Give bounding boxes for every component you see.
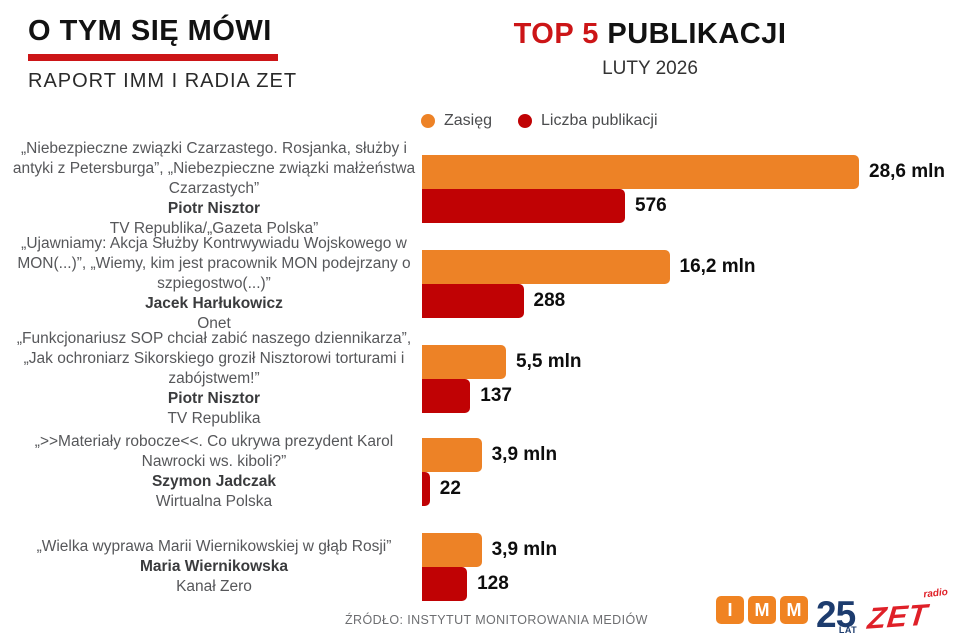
entry-author: Piotr Nisztor	[167, 390, 261, 407]
reach-dot-icon	[421, 114, 435, 128]
chart-title-accent: TOP 5	[513, 18, 599, 50]
reach-bar	[422, 345, 506, 379]
reach-bar	[422, 250, 670, 284]
entry-bars-3: 5,5 mln 137	[420, 345, 954, 413]
zet-name: ZET	[865, 598, 930, 636]
reach-bar-line: 3,9 mln	[422, 437, 954, 472]
entry-author: Jacek Harłukowicz	[145, 295, 283, 312]
publication-row-2: „Ujawniamy: Akcja Służby Kontrwywiadu Wo…	[8, 234, 954, 332]
source-note: ŹRÓDŁO: INSTYTUT MONITOROWANIA MEDIÓW	[345, 613, 648, 627]
count-bar-line: 137	[422, 379, 954, 413]
entry-title: „Ujawniamy: Akcja Służby Kontrwywiadu Wo…	[17, 235, 411, 292]
entry-bars-5: 3,9 mln 128	[420, 532, 954, 601]
entry-outlet: Wirtualna Polska	[155, 492, 273, 510]
entry-bars-1: 28,6 mln 576	[420, 155, 954, 223]
entry-title: „Wielka wyprawa Marii Wiernikowskiej w g…	[36, 537, 392, 555]
brand-block: O TYM SIĘ MÓWI RAPORT IMM I RADIA ZET	[28, 15, 328, 93]
count-value: 576	[635, 195, 667, 216]
count-value: 128	[477, 572, 509, 594]
imm-25-number: 25	[816, 594, 856, 635]
entry-outlet: Kanał Zero	[176, 577, 252, 595]
count-bar	[422, 471, 430, 506]
reach-bar-line: 16,2 mln	[422, 250, 954, 284]
imm-lat-label: LAT	[838, 625, 858, 635]
reach-value: 3,9 mln	[491, 443, 558, 465]
entry-author: Piotr Nisztor	[167, 200, 261, 217]
count-bar	[422, 189, 625, 223]
reach-value: 16,2 mln	[679, 256, 756, 277]
entry-text-1: „Niebezpieczne związki Czarzastego. Rosj…	[8, 139, 420, 239]
reach-value: 5,5 mln	[516, 351, 582, 372]
brand-subtitle: RAPORT IMM I RADIA ZET	[28, 69, 298, 92]
imm-letter-m2: M	[780, 596, 808, 624]
chart-header: TOP 5 PUBLIKACJI LUTY 2026	[440, 18, 860, 80]
reach-bar	[422, 532, 482, 567]
entry-text-2: „Ujawniamy: Akcja Służby Kontrwywiadu Wo…	[8, 234, 420, 334]
entry-bars-2: 16,2 mln 288	[420, 250, 954, 318]
count-bar-line: 576	[422, 189, 954, 223]
entry-title: „Funkcjonariusz SOP chciał zabić naszego…	[16, 330, 412, 387]
imm-25-lat: 25 LAT	[816, 594, 858, 635]
entry-text-4: „>>Materiały robocze<<. Co ukrywa prezyd…	[8, 432, 420, 512]
reach-bar-line: 5,5 mln	[422, 345, 954, 379]
legend-count-label: Liczba publikacji	[541, 112, 658, 129]
entry-author: Maria Wiernikowska	[139, 557, 289, 575]
imm-letter-m1: M	[748, 596, 776, 624]
entry-outlet: TV Republika/„Gazeta Polska”	[109, 220, 319, 237]
reach-bar-line: 28,6 mln	[422, 155, 954, 189]
entry-title: „>>Materiały robocze<<. Co ukrywa prezyd…	[34, 432, 394, 470]
chart-legend: Zasięg Liczba publikacji	[421, 112, 658, 130]
chart-title: TOP 5 PUBLIKACJI	[440, 18, 860, 51]
count-bar	[422, 284, 524, 318]
count-bar	[422, 566, 468, 601]
legend-item-reach: Zasięg	[421, 112, 492, 130]
chart-subtitle: LUTY 2026	[602, 58, 698, 79]
count-bar-line: 288	[422, 284, 954, 318]
entry-text-3: „Funkcjonariusz SOP chciał zabić naszego…	[8, 329, 420, 429]
legend-reach-label: Zasięg	[444, 112, 493, 129]
brand-title: O TYM SIĘ MÓWI	[28, 15, 272, 47]
entry-text-5: „Wielka wyprawa Marii Wiernikowskiej w g…	[8, 537, 420, 597]
count-bar-line: 128	[422, 566, 954, 601]
count-value: 288	[533, 290, 566, 311]
publication-row-5: „Wielka wyprawa Marii Wiernikowskiej w g…	[8, 519, 954, 614]
entry-author: Szymon Jadczak	[151, 472, 277, 490]
count-bar	[422, 379, 471, 413]
publication-row-4: „>>Materiały robocze<<. Co ukrywa prezyd…	[8, 424, 954, 519]
count-bar-line: 22	[422, 471, 954, 506]
chart-title-rest: PUBLIKACJI	[598, 18, 787, 50]
reach-value: 28,6 mln	[869, 161, 946, 182]
imm-25-lat-logo: I M M 25 LAT	[716, 594, 858, 635]
entry-bars-4: 3,9 mln 22	[420, 437, 954, 506]
radio-zet-logo: radio ZET	[865, 587, 948, 636]
entry-outlet: TV Republika	[167, 410, 261, 427]
count-value: 22	[439, 477, 461, 499]
publication-row-3: „Funkcjonariusz SOP chciał zabić naszego…	[8, 329, 954, 427]
chart-rows: „Niebezpieczne związki Czarzastego. Rosj…	[8, 139, 954, 614]
count-dot-icon	[518, 114, 533, 128]
reach-value: 3,9 mln	[491, 538, 558, 560]
reach-bar	[422, 155, 859, 189]
entry-outlet: Onet	[197, 315, 231, 332]
reach-bar-line: 3,9 mln	[422, 532, 954, 567]
entry-title: „Niebezpieczne związki Czarzastego. Rosj…	[12, 140, 416, 197]
legend-item-count: Liczba publikacji	[518, 112, 658, 130]
brand-red-rule	[28, 53, 278, 61]
reach-bar	[422, 437, 482, 472]
imm-letter-i: I	[716, 596, 744, 624]
count-value: 137	[480, 385, 512, 406]
publication-row-1: „Niebezpieczne związki Czarzastego. Rosj…	[8, 139, 954, 237]
